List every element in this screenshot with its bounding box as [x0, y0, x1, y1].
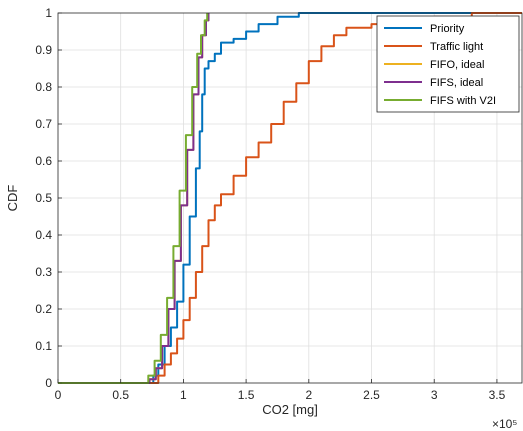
- legend-label-fifo-ideal: FIFO, ideal: [430, 59, 484, 71]
- y-tick-label: 1: [45, 6, 52, 20]
- series-line-priority: [58, 12, 522, 384]
- legend-label-fifs-with-v2i: FIFS with V2I: [430, 95, 496, 107]
- x-tick-label: 0.5: [112, 388, 129, 402]
- x-tick-labels: 0 0.5 1 1.5 2 2.5 3 3.5: [55, 379, 506, 402]
- y-tick-label: 0.5: [35, 191, 52, 205]
- y-tick-label: 0: [45, 376, 52, 390]
- x-axis-label: CO2 [mg]: [262, 402, 318, 417]
- y-tick-labels: 0 0.1 0.2 0.3 0.4 0.5 0.6 0.7 0.8 0.9 1: [35, 6, 62, 390]
- y-tick-label: 0.6: [35, 154, 52, 168]
- legend-label-fifs-ideal: FIFS, ideal: [430, 77, 483, 89]
- series-line-traffic-light: [58, 12, 522, 384]
- x-tick-label: 0: [55, 388, 62, 402]
- y-tick-label: 0.9: [35, 43, 52, 57]
- legend: Priority Traffic light FIFO, ideal FIFS, id…: [376, 15, 520, 113]
- x-tick-label: 3.5: [489, 388, 506, 402]
- y-tick-label: 0.1: [35, 339, 52, 353]
- x-tick-label: 3: [431, 388, 438, 402]
- legend-label-traffic-light: Traffic light: [430, 41, 483, 53]
- series-line-fifs-with-v2i: [58, 13, 209, 384]
- series-group: [58, 12, 522, 384]
- x-tick-label: 2: [305, 388, 312, 402]
- y-tick-label: 0.3: [35, 265, 52, 279]
- y-tick-label: 0.8: [35, 80, 52, 94]
- y-tick-label: 0.7: [35, 117, 52, 131]
- grid: [58, 13, 522, 383]
- series-line-fifs-ideal: [58, 13, 210, 384]
- x-tick-label: 1: [180, 388, 187, 402]
- y-tick-label: 0.2: [35, 302, 52, 316]
- y-tick-label: 0.4: [35, 228, 52, 242]
- y-axis-label: CDF: [5, 185, 20, 212]
- x-tick-label: 1.5: [238, 388, 255, 402]
- legend-label-priority: Priority: [430, 23, 465, 35]
- x-tick-label: 2.5: [363, 388, 380, 402]
- x-axis-exponent: ×10⁵: [492, 417, 517, 431]
